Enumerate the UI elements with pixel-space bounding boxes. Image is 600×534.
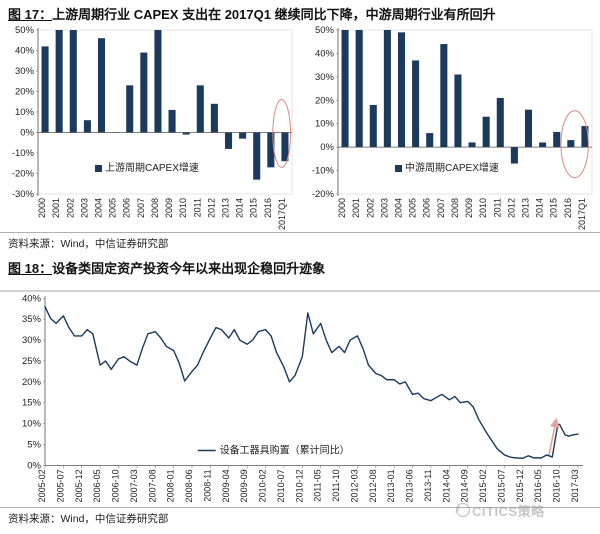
svg-text:50%: 50%: [315, 25, 335, 36]
svg-text:25%: 25%: [22, 356, 42, 367]
svg-text:2014: 2014: [535, 198, 545, 218]
svg-text:2011-10: 2011-10: [331, 469, 341, 501]
svg-text:2009-04: 2009-04: [221, 469, 231, 502]
svg-text:2007: 2007: [436, 198, 446, 218]
svg-text:2003: 2003: [379, 198, 389, 218]
svg-text:2005: 2005: [108, 198, 118, 218]
svg-text:2008: 2008: [150, 198, 160, 218]
svg-text:20%: 20%: [22, 377, 42, 388]
svg-text:2009-09: 2009-09: [239, 469, 249, 502]
svg-text:2015-12: 2015-12: [515, 469, 525, 502]
svg-text:-30%: -30%: [12, 189, 35, 200]
svg-text:2015-07: 2015-07: [496, 469, 506, 502]
svg-text:2006: 2006: [422, 198, 432, 218]
svg-text:2004: 2004: [94, 198, 104, 218]
svg-text:2013-11: 2013-11: [423, 469, 433, 501]
svg-text:40%: 40%: [15, 46, 35, 57]
svg-text:35%: 35%: [22, 314, 42, 325]
svg-text:2015: 2015: [249, 198, 259, 218]
svg-text:中游周期CAPEX增速: 中游周期CAPEX增速: [405, 161, 499, 174]
svg-text:2010-07: 2010-07: [276, 469, 286, 502]
svg-text:2010: 2010: [178, 198, 188, 218]
svg-text:2011-05: 2011-05: [313, 469, 323, 501]
svg-text:2013-06: 2013-06: [405, 469, 415, 502]
svg-text:2006-10: 2006-10: [111, 469, 121, 502]
svg-text:2003: 2003: [79, 198, 89, 218]
svg-text:50%: 50%: [15, 25, 35, 36]
svg-text:2002: 2002: [365, 198, 375, 218]
svg-text:40%: 40%: [315, 48, 335, 59]
svg-text:2005-12: 2005-12: [74, 469, 84, 502]
svg-text:5%: 5%: [27, 440, 41, 451]
svg-text:2012: 2012: [506, 198, 516, 218]
svg-text:2008-01: 2008-01: [166, 469, 176, 502]
svg-text:2017Q1: 2017Q1: [277, 198, 287, 230]
svg-text:2008-06: 2008-06: [184, 469, 194, 502]
svg-text:-10%: -10%: [12, 148, 35, 159]
svg-text:2005-02: 2005-02: [37, 469, 47, 502]
svg-text:2014-09: 2014-09: [460, 469, 470, 502]
svg-text:0%: 0%: [20, 128, 34, 139]
svg-text:2016: 2016: [263, 198, 273, 218]
svg-text:设备工器具购置（累计同比）: 设备工器具购置（累计同比）: [220, 444, 350, 457]
svg-text:2006: 2006: [122, 198, 132, 218]
svg-text:2013-01: 2013-01: [386, 469, 396, 502]
svg-text:2000: 2000: [37, 198, 47, 218]
svg-text:2006-05: 2006-05: [92, 469, 102, 502]
svg-text:2000: 2000: [337, 198, 347, 218]
svg-text:2005-07: 2005-07: [55, 469, 65, 502]
svg-text:30%: 30%: [315, 72, 335, 83]
svg-text:2002: 2002: [65, 198, 75, 218]
svg-text:2004: 2004: [394, 198, 404, 218]
svg-text:2015: 2015: [549, 198, 559, 218]
svg-text:2016-10: 2016-10: [552, 469, 562, 502]
svg-text:30%: 30%: [22, 335, 42, 346]
svg-text:-20%: -20%: [12, 169, 35, 180]
svg-text:2012: 2012: [206, 198, 216, 218]
svg-text:2007-08: 2007-08: [147, 469, 157, 502]
svg-text:2013: 2013: [521, 198, 531, 218]
svg-text:2012-08: 2012-08: [368, 469, 378, 502]
svg-text:0%: 0%: [320, 142, 334, 153]
svg-text:2010-12: 2010-12: [294, 469, 304, 502]
svg-text:2017Q1: 2017Q1: [577, 198, 587, 230]
svg-text:2007: 2007: [136, 198, 146, 218]
svg-text:2012-03: 2012-03: [349, 469, 359, 502]
svg-text:20%: 20%: [315, 95, 335, 106]
svg-text:2008: 2008: [450, 198, 460, 218]
svg-text:40%: 40%: [22, 293, 42, 304]
svg-text:2015-02: 2015-02: [478, 469, 488, 502]
svg-text:2011: 2011: [192, 198, 202, 217]
svg-text:2008-11: 2008-11: [202, 469, 212, 501]
svg-text:2007-03: 2007-03: [129, 469, 139, 502]
svg-text:-10%: -10%: [312, 166, 335, 177]
svg-text:-20%: -20%: [312, 189, 335, 200]
svg-text:2009: 2009: [164, 198, 174, 218]
svg-text:上游周期CAPEX增速: 上游周期CAPEX增速: [105, 161, 199, 174]
svg-text:2016-05: 2016-05: [533, 469, 543, 502]
svg-text:2013: 2013: [221, 198, 231, 218]
svg-text:2005: 2005: [408, 198, 418, 218]
svg-text:2001: 2001: [351, 198, 361, 218]
svg-text:2016: 2016: [563, 198, 573, 218]
svg-text:2014-04: 2014-04: [441, 469, 451, 502]
svg-text:2014: 2014: [235, 198, 245, 218]
svg-text:15%: 15%: [22, 398, 42, 409]
svg-text:2001: 2001: [51, 198, 61, 218]
svg-text:2017-03: 2017-03: [570, 469, 580, 502]
svg-text:2010-02: 2010-02: [258, 469, 268, 502]
svg-text:10%: 10%: [315, 119, 335, 130]
svg-text:10%: 10%: [15, 107, 35, 118]
svg-text:20%: 20%: [15, 87, 35, 98]
svg-text:2010: 2010: [478, 198, 488, 218]
svg-text:2009: 2009: [464, 198, 474, 218]
svg-text:30%: 30%: [15, 66, 35, 77]
svg-text:10%: 10%: [22, 419, 42, 430]
svg-text:2011: 2011: [492, 198, 502, 217]
